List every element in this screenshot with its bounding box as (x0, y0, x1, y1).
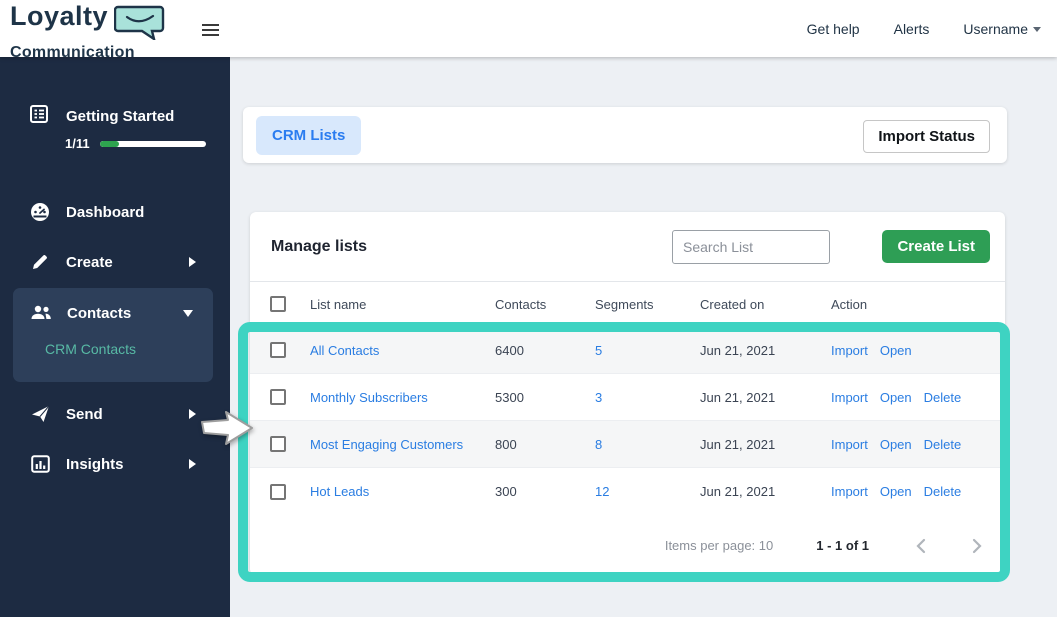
open-action-link[interactable]: Open (879, 484, 912, 499)
contacts-count: 800 (495, 436, 517, 452)
contacts-count: 6400 (495, 342, 524, 358)
dashboard-label: Dashboard (66, 203, 145, 221)
sidebar-item-contacts[interactable]: Contacts (13, 288, 213, 338)
logo-text-line2: Communication (10, 44, 135, 61)
import-status-button[interactable]: Import Status (863, 120, 990, 153)
chevron-down-icon (183, 309, 193, 317)
progress-bar (99, 140, 206, 147)
table-row: Most Engaging Customers 800 8 Jun 21, 20… (250, 421, 1005, 468)
sidebar-item-getting-started[interactable]: Getting Started 1/11 (0, 105, 230, 151)
username-menu[interactable]: Username (963, 21, 1041, 37)
next-page-icon[interactable] (972, 538, 983, 554)
sidebar-item-crm-contacts[interactable]: CRM Contacts (45, 341, 137, 357)
chevron-down-icon (1033, 27, 1041, 33)
table-header-row: List name Contacts Segments Created on A… (250, 282, 1005, 327)
import-action-link[interactable]: Import (831, 342, 868, 358)
chevron-right-icon (189, 409, 196, 419)
username-label: Username (963, 20, 1028, 37)
previous-page-icon[interactable] (915, 538, 926, 554)
segments-link[interactable]: 8 (595, 436, 603, 452)
list-name-link[interactable]: Most Engaging Customers (310, 436, 464, 452)
manage-lists-title: Manage lists (271, 238, 368, 255)
row-checkbox[interactable] (270, 436, 286, 452)
top-header: Loyalty Communication Get help Alerts Us… (0, 0, 1057, 61)
chevron-right-icon (189, 257, 196, 267)
table-row: Hot Leads 300 12 Jun 21, 2021 Import Ope… (250, 468, 1005, 515)
pagination-range: 1 - 1 of 1 (816, 538, 869, 553)
table-row: Monthly Subscribers 5300 3 Jun 21, 2021 … (250, 374, 1005, 421)
import-action-link[interactable]: Import (831, 484, 868, 499)
create-label: Create (66, 253, 113, 271)
hamburger-menu-icon[interactable] (202, 21, 219, 39)
list-name-link[interactable]: All Contacts (310, 342, 380, 358)
manage-lists-header: Manage lists Create List (250, 212, 1005, 282)
column-header-created-on: Created on (700, 296, 765, 312)
people-icon (30, 305, 52, 321)
logo-text-line1: Loyalty (10, 1, 109, 31)
get-help-link[interactable]: Get help (806, 20, 860, 37)
column-header-list-name: List name (310, 296, 367, 312)
paper-plane-icon (30, 405, 50, 423)
contacts-label: Contacts (67, 304, 132, 322)
created-on-date: Jun 21, 2021 (700, 436, 776, 452)
search-list-input[interactable] (672, 230, 830, 264)
created-on-date: Jun 21, 2021 (700, 484, 776, 499)
segments-link[interactable]: 12 (595, 484, 610, 499)
column-header-contacts: Contacts (495, 296, 547, 312)
row-checkbox[interactable] (270, 389, 286, 405)
pencil-icon (30, 253, 50, 271)
list-name-link[interactable]: Hot Leads (310, 484, 370, 499)
pagination-bar: Items per page: 10 1 - 1 of 1 (250, 516, 1005, 575)
main-content: CRM Lists Import Status Manage lists Cre… (230, 57, 1057, 617)
contacts-count: 5300 (495, 389, 524, 405)
open-action-link[interactable]: Open (879, 436, 912, 452)
sidebar: Getting Started 1/11 Dashboard Create (0, 57, 230, 617)
create-list-button[interactable]: Create List (882, 230, 990, 263)
created-on-date: Jun 21, 2021 (700, 342, 776, 358)
getting-started-progress: 1/11 (65, 136, 230, 151)
checklist-icon (30, 105, 50, 128)
sidebar-item-dashboard[interactable]: Dashboard (0, 195, 230, 229)
select-all-checkbox[interactable] (270, 296, 286, 312)
table-row: All Contacts 6400 5 Jun 21, 2021 Import … (250, 327, 1005, 374)
open-action-link[interactable]: Open (879, 342, 912, 358)
alerts-link[interactable]: Alerts (893, 20, 930, 37)
delete-action-link[interactable]: Delete (923, 484, 962, 499)
column-header-segments: Segments (595, 296, 654, 312)
list-name-link[interactable]: Monthly Subscribers (310, 389, 428, 405)
sidebar-item-send[interactable]: Send (0, 397, 230, 431)
tab-crm-lists[interactable]: CRM Lists (256, 115, 362, 155)
delete-action-link[interactable]: Delete (923, 389, 962, 405)
import-action-link[interactable]: Import (831, 436, 868, 452)
segments-link[interactable]: 5 (595, 342, 603, 358)
top-navigation: Get help Alerts Username (807, 0, 1041, 57)
getting-started-label: Getting Started (66, 108, 175, 125)
dashboard-icon (30, 202, 50, 222)
sidebar-item-insights[interactable]: Insights (0, 447, 230, 481)
items-per-page-value[interactable]: 10 (758, 538, 774, 553)
app-logo[interactable]: Loyalty Communication (10, 3, 166, 61)
manage-lists-card: Manage lists Create List List name Conta… (250, 212, 1005, 575)
progress-bar-fill (99, 140, 119, 147)
items-per-page-label: Items per page: (664, 538, 756, 553)
sidebar-item-create[interactable]: Create (0, 245, 230, 279)
insights-label: Insights (66, 455, 124, 473)
open-action-link[interactable]: Open (879, 389, 912, 405)
row-checkbox[interactable] (270, 342, 286, 358)
chevron-right-icon (189, 459, 196, 469)
import-action-link[interactable]: Import (831, 389, 868, 405)
tabs-card: CRM Lists Import Status (243, 107, 1007, 163)
speech-bubble-icon (113, 4, 166, 44)
row-checkbox[interactable] (270, 483, 286, 500)
progress-fraction: 1/11 (65, 136, 90, 151)
segments-link[interactable]: 3 (595, 389, 603, 405)
contacts-count: 300 (495, 484, 517, 499)
sidebar-group-contacts: Contacts CRM Contacts (13, 288, 213, 382)
delete-action-link[interactable]: Delete (923, 436, 962, 452)
bar-chart-icon (30, 455, 50, 473)
created-on-date: Jun 21, 2021 (700, 389, 776, 405)
column-header-action: Action (831, 296, 868, 312)
send-label: Send (66, 405, 103, 423)
